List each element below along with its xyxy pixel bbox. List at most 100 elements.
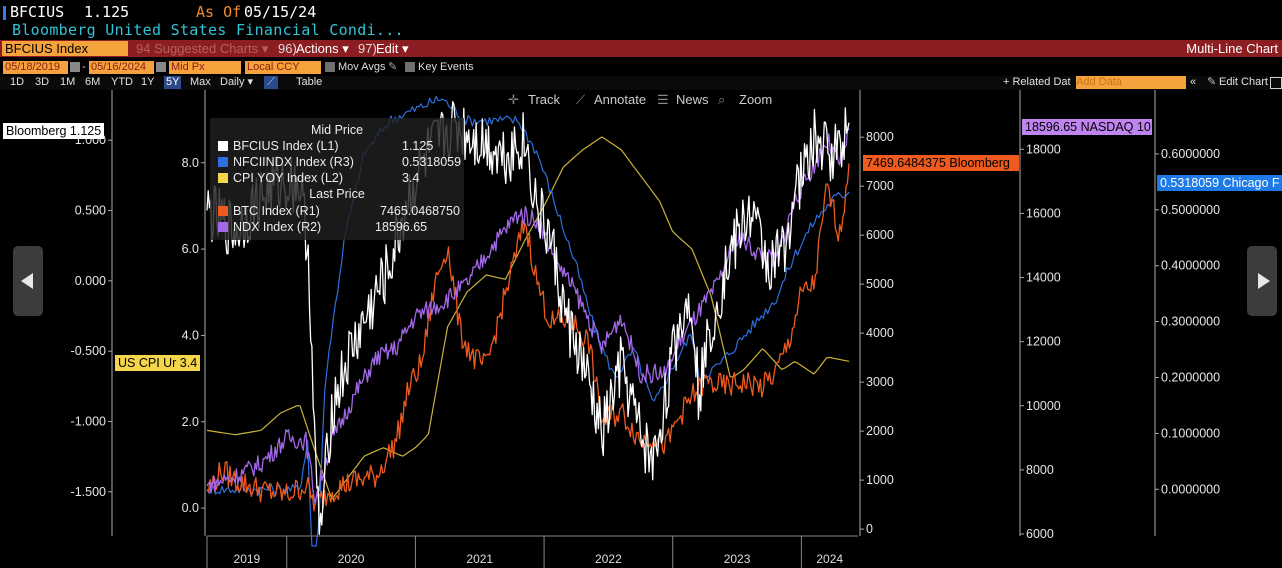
actions-menu[interactable]: Actions ▾: [296, 41, 349, 56]
legend-swatch: [218, 206, 228, 216]
line-chart-icon[interactable]: ⟋: [264, 76, 278, 89]
y-tick-label: 0.4000000: [1161, 259, 1220, 273]
x-tick-label: 2021: [466, 552, 493, 566]
y-tick-label: 0.3000000: [1161, 315, 1220, 329]
y-tick-label: 6000: [1026, 527, 1054, 541]
zoom-button[interactable]: Zoom: [739, 92, 773, 107]
add-data-input[interactable]: Add Data: [1076, 76, 1186, 89]
security-header: BFCIUS 1.125 As Of 05/15/24: [0, 0, 1282, 22]
pencil-icon[interactable]: ✎: [388, 61, 398, 73]
period-ytd[interactable]: YTD: [111, 76, 133, 88]
period-5y[interactable]: 5Y: [164, 76, 182, 89]
mov-avgs-label[interactable]: Mov Avgs: [338, 61, 386, 73]
expand-icon[interactable]: [1270, 77, 1282, 89]
y-tick-label: 0.0000000: [1161, 482, 1220, 496]
start-date-field[interactable]: 05/18/2019: [3, 61, 68, 74]
y-tick-label: 0.6000000: [1161, 147, 1220, 161]
track-icon[interactable]: ✛: [508, 92, 519, 107]
edit-menu[interactable]: Edit ▾: [376, 41, 409, 56]
track-button[interactable]: Track: [528, 92, 561, 107]
news-icon[interactable]: ☰: [657, 92, 669, 107]
y-tick-label: 2000: [866, 424, 894, 438]
y-tick-label: 2.0: [182, 415, 199, 429]
series-line-cpi: [206, 136, 850, 500]
legend-swatch: [218, 222, 228, 232]
y-tick-label: 0.000: [75, 274, 106, 288]
y-tick-label: 8.0: [182, 156, 199, 170]
ndx-value-tag: 18596.65 NASDAQ 10: [1022, 119, 1152, 135]
nfci-value-tag: 0.5318059 Chicago F: [1157, 175, 1282, 191]
currency-select[interactable]: Local CCY: [245, 61, 321, 74]
annotate-icon[interactable]: ⟋: [576, 92, 586, 107]
y-tick-label: 4000: [866, 326, 894, 340]
key-events-checkbox[interactable]: [405, 62, 415, 72]
zoom-icon[interactable]: ⌕: [718, 92, 726, 107]
suggested-charts-menu[interactable]: 94 Suggested Charts ▾: [136, 41, 269, 56]
legend-item[interactable]: NFCIINDX Index (R3): [218, 155, 354, 170]
y-tick-label: 0.2000000: [1161, 370, 1220, 384]
legend-last-price-header: Last Price: [309, 187, 365, 201]
security-description: Bloomberg United States Financial Condi.…: [12, 21, 404, 39]
ticker-accent: [3, 6, 6, 20]
collapse-icon[interactable]: «: [1190, 76, 1197, 88]
x-tick-label: 2022: [595, 552, 622, 566]
y-tick-label: 6000: [866, 228, 894, 242]
y-tick-label: 10000: [1026, 399, 1061, 413]
frequency-select[interactable]: Daily ▾: [220, 76, 254, 88]
date-controls: 05/18/2019 - 05/16/2024 Mid Px Local CCY…: [0, 60, 1282, 76]
period-1d[interactable]: 1D: [10, 76, 25, 88]
y-tick-label: 6.0: [182, 242, 199, 256]
y-tick-label: 16000: [1026, 206, 1061, 220]
period-6m[interactable]: 6M: [85, 76, 101, 88]
scroll-left-button[interactable]: [13, 246, 43, 316]
cpi-value-tag: US CPI Ur 3.4: [115, 355, 201, 371]
legend-value: 7465.0468750: [380, 204, 460, 218]
chart-legend: Mid Price BFCIUS Index (L1) 1.125 NFCIIN…: [210, 118, 464, 240]
actions-num: 96): [278, 41, 297, 56]
date-dash: -: [82, 61, 86, 73]
end-date-field[interactable]: 05/16/2024: [89, 61, 154, 74]
chart-series: [206, 95, 850, 547]
security-field[interactable]: BFCIUS Index: [2, 41, 128, 56]
calendar-icon[interactable]: [156, 62, 166, 72]
ticker[interactable]: BFCIUS: [10, 3, 65, 21]
multi-line-chart[interactable]: 2019 2020 2021 2022 2023 20241.0000.5000.000-…: [0, 90, 1282, 568]
series-line-bfcius: [206, 101, 850, 535]
y-tick-label: 4.0: [182, 328, 199, 342]
legend-item[interactable]: NDX Index (R2): [218, 220, 321, 235]
chart-type-label: Multi-Line Chart: [1186, 41, 1278, 56]
annotate-button[interactable]: Annotate: [594, 92, 647, 107]
legend-value: 0.5318059: [402, 155, 462, 169]
legend-value: 18596.65: [375, 220, 428, 234]
legend-item[interactable]: BTC Index (R1): [218, 204, 320, 219]
key-events-label[interactable]: Key Events: [418, 61, 474, 73]
as-of-date[interactable]: 05/15/24: [244, 3, 317, 21]
edit-chart-button[interactable]: Edit Chart: [1219, 76, 1268, 88]
legend-value: 1.125: [402, 139, 434, 153]
period-1y[interactable]: 1Y: [141, 76, 155, 88]
news-button[interactable]: News: [676, 92, 709, 107]
y-tick-label: 3000: [866, 375, 894, 389]
scroll-right-button[interactable]: [1247, 246, 1277, 316]
calendar-icon[interactable]: [70, 62, 80, 72]
y-tick-label: 0.1000000: [1161, 426, 1220, 440]
legend-item[interactable]: BFCIUS Index (L1): [218, 139, 339, 154]
y-tick-label: -1.500: [71, 485, 106, 499]
y-tick-label: 7000: [866, 179, 894, 193]
y-tick-label: 0.500: [75, 204, 106, 218]
period-1m[interactable]: 1M: [60, 76, 76, 88]
period-max[interactable]: Max: [190, 76, 211, 88]
legend-mid-price-header: Mid Price: [310, 123, 364, 137]
btc-value-tag: 7469.6484375 Bloomberg: [863, 155, 1019, 171]
table-button[interactable]: Table: [296, 76, 323, 88]
period-3d[interactable]: 3D: [35, 76, 50, 88]
related-data-button[interactable]: + Related Dat: [1003, 76, 1071, 88]
legend-item[interactable]: CPI YOY Index (L2): [218, 171, 343, 186]
last-value: 1.125: [84, 3, 130, 21]
mov-avgs-checkbox[interactable]: [325, 62, 335, 72]
pencil-icon[interactable]: ✎: [1207, 76, 1217, 88]
y-tick-label: -1.000: [71, 414, 106, 428]
series-line-nfci: [206, 95, 850, 547]
edit-num: 97): [358, 41, 377, 56]
price-field-select[interactable]: Mid Px: [169, 61, 241, 74]
